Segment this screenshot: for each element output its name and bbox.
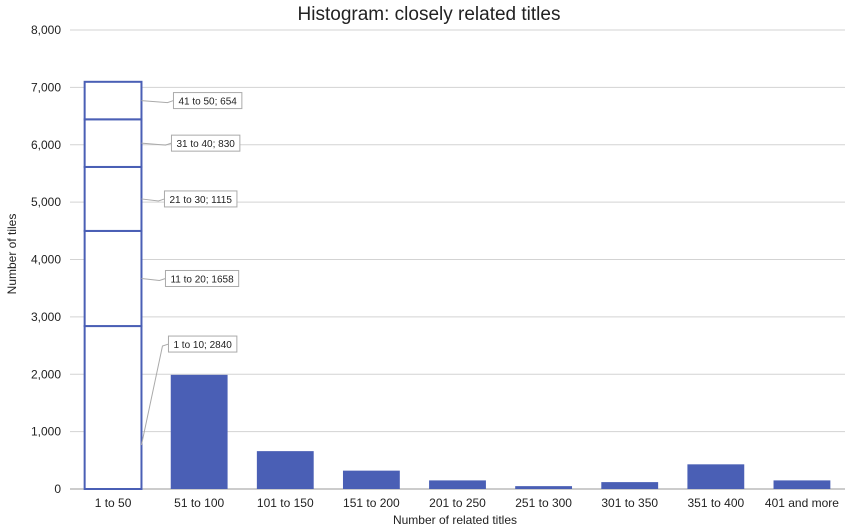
segment-callout: 1 to 10; 2840	[140, 335, 238, 446]
segment-callout-label: 41 to 50; 654	[178, 97, 237, 108]
segment-callouts: 1 to 10; 2840 11 to 20; 1658 21 to 30; 111…	[140, 92, 243, 446]
segment-callout-label: 21 to 30; 1115	[169, 195, 232, 206]
stacked-segment	[83, 165, 143, 232]
bar	[601, 482, 659, 489]
y-tick-label: 6,000	[31, 138, 61, 152]
segment-callout-pointer	[140, 343, 169, 446]
segment-callout-pointer	[141, 142, 172, 146]
bar	[429, 480, 486, 489]
chart-title: Histogram: closely related titles	[298, 4, 561, 25]
y-tick-label: 2,000	[31, 367, 61, 381]
y-axis-ticks: 0 1,000 2,000 3,000 4,000 5,000 6,000 7,000 8,00…	[31, 23, 61, 496]
x-tick-label: 201 to 250	[429, 496, 486, 510]
segment-callout-pointer	[141, 277, 166, 282]
y-tick-label: 4,000	[31, 253, 61, 267]
bars	[83, 80, 831, 490]
bar	[515, 486, 573, 489]
y-tick-label: 5,000	[31, 195, 61, 209]
segment-callout-box	[167, 335, 238, 353]
x-tick-label: 351 to 400	[687, 496, 744, 510]
x-axis-title: Number of related titles	[393, 513, 517, 527]
y-tick-label: 0	[54, 482, 61, 496]
segment-callout: 41 to 50; 654	[141, 92, 243, 110]
x-tick-label: 51 to 100	[174, 496, 224, 510]
stacked-segment	[83, 118, 143, 168]
segment-callout-pointer	[141, 198, 165, 202]
segment-callout-box	[172, 92, 243, 110]
bar	[256, 451, 314, 489]
segment-callout-label: 11 to 20; 1658	[170, 274, 234, 285]
x-tick-label: 101 to 150	[257, 496, 314, 510]
y-tick-label: 1,000	[31, 425, 61, 439]
segment-callout: 31 to 40; 830	[141, 134, 241, 152]
bar	[773, 480, 831, 489]
stacked-segment	[83, 80, 143, 121]
segment-callout-box	[164, 269, 240, 287]
y-tick-label: 3,000	[31, 310, 61, 324]
segment-callout-label: 31 to 40; 830	[176, 139, 235, 150]
stacked-segment	[83, 325, 143, 490]
y-tick-label: 8,000	[31, 23, 61, 37]
segment-callout-label: 1 to 10; 2840	[173, 340, 232, 351]
y-tick-label: 7,000	[31, 80, 61, 94]
segment-callout: 21 to 30; 1115	[141, 190, 238, 208]
bar	[687, 464, 745, 489]
x-tick-label: 1 to 50	[95, 496, 132, 510]
x-tick-label: 151 to 200	[343, 496, 400, 510]
segment-callout-box	[163, 190, 238, 208]
y-axis-title: Number of tiles	[5, 214, 19, 295]
bar	[170, 374, 228, 489]
x-tick-label: 251 to 300	[515, 496, 572, 510]
x-tick-label: 401 and more	[765, 496, 839, 510]
segment-callout-pointer	[141, 100, 174, 104]
segment-callout: 11 to 20; 1658	[141, 269, 240, 287]
stacked-segment	[83, 229, 143, 328]
x-tick-label: 301 to 350	[601, 496, 658, 510]
x-axis-ticks: 1 to 50 51 to 100 101 to 150 151 to 200 201 …	[95, 496, 840, 510]
bar	[342, 470, 400, 489]
segment-callout-box	[170, 134, 241, 152]
